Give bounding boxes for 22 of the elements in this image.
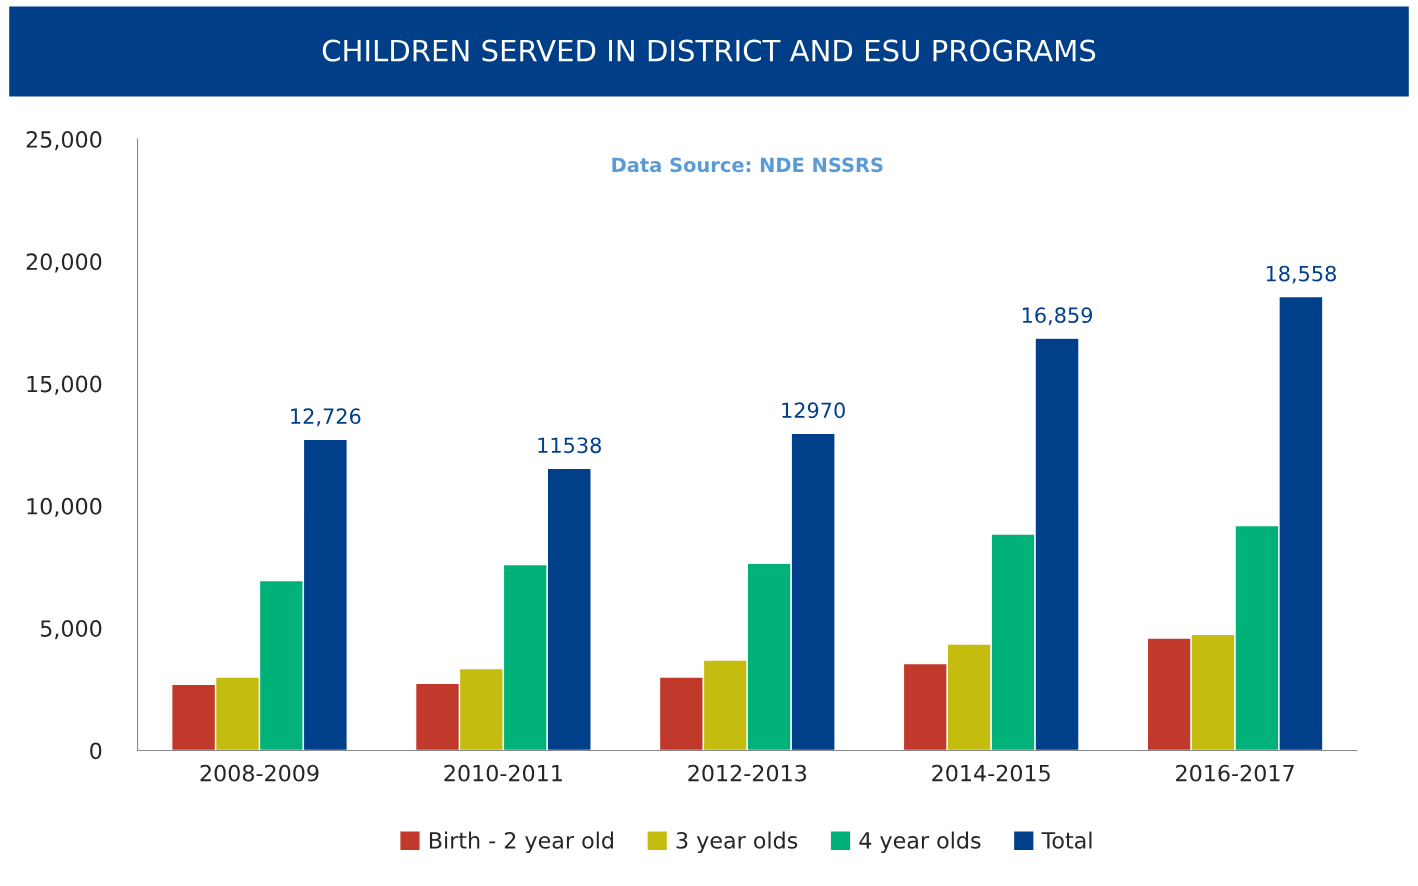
y-tick-label: 25,000 — [26, 131, 102, 151]
data-label: 12,726 — [291, 408, 361, 427]
annotation: Data Source: NDE NSSRS — [612, 157, 883, 173]
y-tick-label: 5,000 — [40, 620, 102, 640]
data-label: 11538 — [538, 437, 601, 454]
data-label: 18,558 — [1266, 265, 1336, 284]
legend-label: 3 year olds — [676, 831, 798, 854]
chart-title: CHILDREN SERVED IN DISTRICT AND ESU PROGRAMS — [322, 39, 1096, 62]
x-tick-label: 2012-2013 — [688, 764, 807, 782]
legend-label: Birth - 2 year old — [429, 831, 613, 854]
y-tick-label: 0 — [90, 742, 102, 760]
data-label: 12970 — [782, 402, 845, 419]
x-tick-label: 2008-2009 — [200, 764, 319, 782]
y-tick-label: 20,000 — [26, 253, 102, 273]
legend-label: Total — [1041, 831, 1092, 849]
y-tick-label: 10,000 — [27, 497, 102, 517]
x-tick-label: 2014-2015 — [932, 764, 1050, 782]
y-tick-label: 15,000 — [27, 375, 102, 395]
data-label: 16,859 — [1022, 307, 1093, 326]
x-tick-label: 2016-2017 — [1176, 764, 1294, 782]
legend-label: 4 year olds — [859, 831, 981, 854]
x-tick-label: 2010-2011 — [444, 764, 562, 782]
